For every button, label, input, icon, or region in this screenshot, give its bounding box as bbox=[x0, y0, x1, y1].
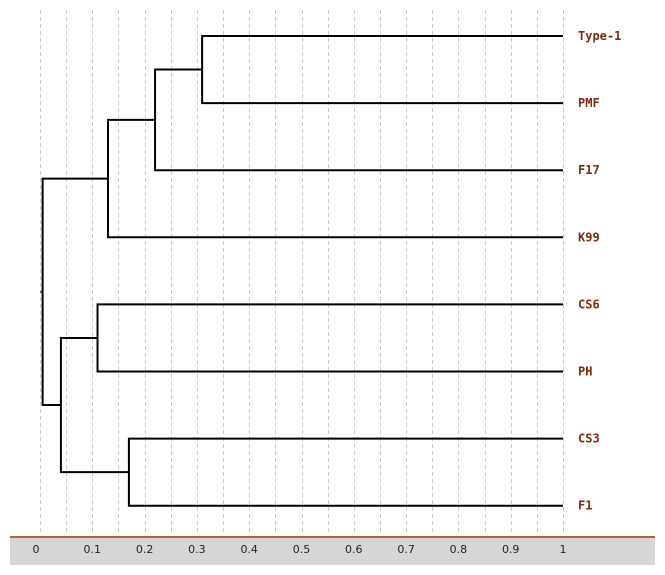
tick-label: 0.5 bbox=[293, 543, 311, 556]
tick-label: 0.6 bbox=[345, 543, 363, 556]
leaf-label: CS6 bbox=[578, 297, 600, 311]
tick-label: 0.7 bbox=[397, 543, 415, 556]
axis-tick-labels: 0 0.1 0.2 0.3 0.4 0.5 0.6 0.7 0.8 0.9 1 bbox=[33, 543, 567, 556]
leaf-label: CS3 bbox=[578, 432, 600, 446]
tick-label: 1 bbox=[560, 543, 567, 556]
tick-label: 0.1 bbox=[84, 543, 102, 556]
leaf-label: PH bbox=[578, 365, 592, 379]
leaf-label: K99 bbox=[578, 230, 600, 244]
branch-m3 bbox=[106, 118, 563, 239]
dendrogram-branches bbox=[40, 35, 563, 507]
branch-m5 bbox=[127, 437, 563, 507]
leaf-label: Type-1 bbox=[578, 29, 621, 43]
tick-label: 0.8 bbox=[450, 543, 468, 556]
leaf-label: F1 bbox=[578, 499, 592, 513]
leaf-label: F17 bbox=[578, 163, 600, 177]
branch-m2 bbox=[154, 68, 563, 172]
tick-label: 0.3 bbox=[188, 543, 206, 556]
tick-label: 0.2 bbox=[136, 543, 154, 556]
leaf-labels: Type-1 PMF F17 K99 CS6 PH CS3 F1 bbox=[578, 29, 621, 513]
tick-label: 0.4 bbox=[240, 543, 258, 556]
leaf-label: PMF bbox=[578, 96, 600, 110]
tick-label: 0.9 bbox=[502, 543, 520, 556]
branch-m1 bbox=[201, 35, 563, 105]
axis-bar bbox=[10, 537, 655, 565]
branch-m4 bbox=[96, 303, 563, 373]
gridlines bbox=[40, 10, 564, 533]
x-axis: 0 0.1 0.2 0.3 0.4 0.5 0.6 0.7 0.8 0.9 1 bbox=[10, 536, 655, 565]
tick-label: 0 bbox=[33, 543, 40, 556]
